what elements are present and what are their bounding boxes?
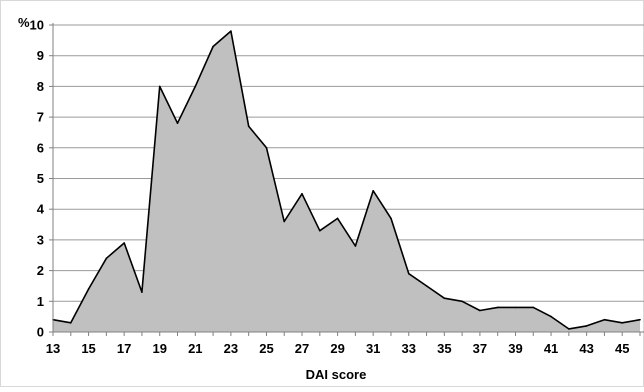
data-point-42 xyxy=(568,328,570,330)
x-tick-label-31: 31 xyxy=(366,341,380,356)
x-tick-label-29: 29 xyxy=(330,341,344,356)
data-point-22 xyxy=(212,45,214,48)
y-tick-label-4: 4 xyxy=(37,202,45,217)
data-point-37 xyxy=(479,309,481,312)
y-tick-label-0: 0 xyxy=(37,325,44,340)
data-point-18 xyxy=(141,291,143,293)
data-point-32 xyxy=(390,217,392,220)
data-point-44 xyxy=(603,318,606,321)
data-point-40 xyxy=(532,306,535,309)
data-point-28 xyxy=(319,229,321,232)
x-axis-title: DAI score xyxy=(306,367,367,382)
data-point-41 xyxy=(550,315,552,318)
y-tick-label-2: 2 xyxy=(37,263,44,278)
data-point-43 xyxy=(585,325,588,327)
x-tick-label-27: 27 xyxy=(295,341,309,356)
x-tick-label-35: 35 xyxy=(437,341,451,356)
y-axis-title: % xyxy=(18,15,30,30)
data-point-46 xyxy=(639,318,641,321)
data-point-19 xyxy=(158,85,161,88)
data-point-21 xyxy=(194,85,197,88)
area-series xyxy=(52,30,641,332)
data-point-15 xyxy=(87,288,90,290)
data-point-45 xyxy=(621,322,623,324)
x-tick-label-43: 43 xyxy=(579,341,593,356)
data-point-39 xyxy=(514,306,517,309)
x-tick-label-33: 33 xyxy=(402,341,416,356)
data-point-30 xyxy=(354,245,357,247)
data-point-36 xyxy=(461,300,463,303)
data-point-33 xyxy=(408,272,410,275)
x-tick-label-45: 45 xyxy=(615,341,629,356)
y-tick-label-8: 8 xyxy=(37,79,44,94)
data-point-31 xyxy=(372,190,375,192)
data-point-27 xyxy=(301,193,303,195)
y-tick-label-7: 7 xyxy=(37,110,44,125)
data-point-38 xyxy=(496,306,499,309)
data-point-14 xyxy=(70,322,72,324)
x-tick-label-19: 19 xyxy=(152,341,166,356)
x-tick-label-37: 37 xyxy=(473,341,487,356)
x-tick-label-41: 41 xyxy=(544,341,558,356)
x-tick-label-17: 17 xyxy=(117,341,131,356)
x-tick-label-39: 39 xyxy=(508,341,522,356)
area-outline xyxy=(52,30,641,330)
data-point-26 xyxy=(283,220,286,223)
y-tick-label-10: 10 xyxy=(30,18,44,33)
data-point-23 xyxy=(230,30,232,32)
x-tick-labels: 13 15 17 19 21 23 25 27 29 31 33 35 37 39 41 43 45 xyxy=(46,341,630,356)
data-point-16 xyxy=(105,257,108,260)
data-point-20 xyxy=(176,122,179,124)
x-tick-label-23: 23 xyxy=(224,341,238,356)
x-tick-label-13: 13 xyxy=(46,341,60,356)
x-tick-label-21: 21 xyxy=(188,341,202,356)
x-tick-label-25: 25 xyxy=(259,341,273,356)
y-tick-label-5: 5 xyxy=(37,171,44,186)
y-tick-label-3: 3 xyxy=(37,232,44,247)
data-point-34 xyxy=(425,285,428,287)
area-fill xyxy=(53,31,640,332)
x-tick-label-15: 15 xyxy=(81,341,95,356)
data-point-29 xyxy=(336,217,339,220)
data-point-25 xyxy=(265,147,268,149)
data-point-17 xyxy=(123,242,125,244)
y-tick-label-1: 1 xyxy=(37,294,44,309)
y-tick-label-6: 6 xyxy=(37,140,44,155)
y-tick-label-9: 9 xyxy=(37,48,44,63)
y-tick-labels: 0 1 2 3 4 5 6 7 8 9 10 xyxy=(30,18,45,340)
data-point-35 xyxy=(443,297,446,300)
axes xyxy=(49,23,644,336)
data-point-24 xyxy=(247,125,250,128)
